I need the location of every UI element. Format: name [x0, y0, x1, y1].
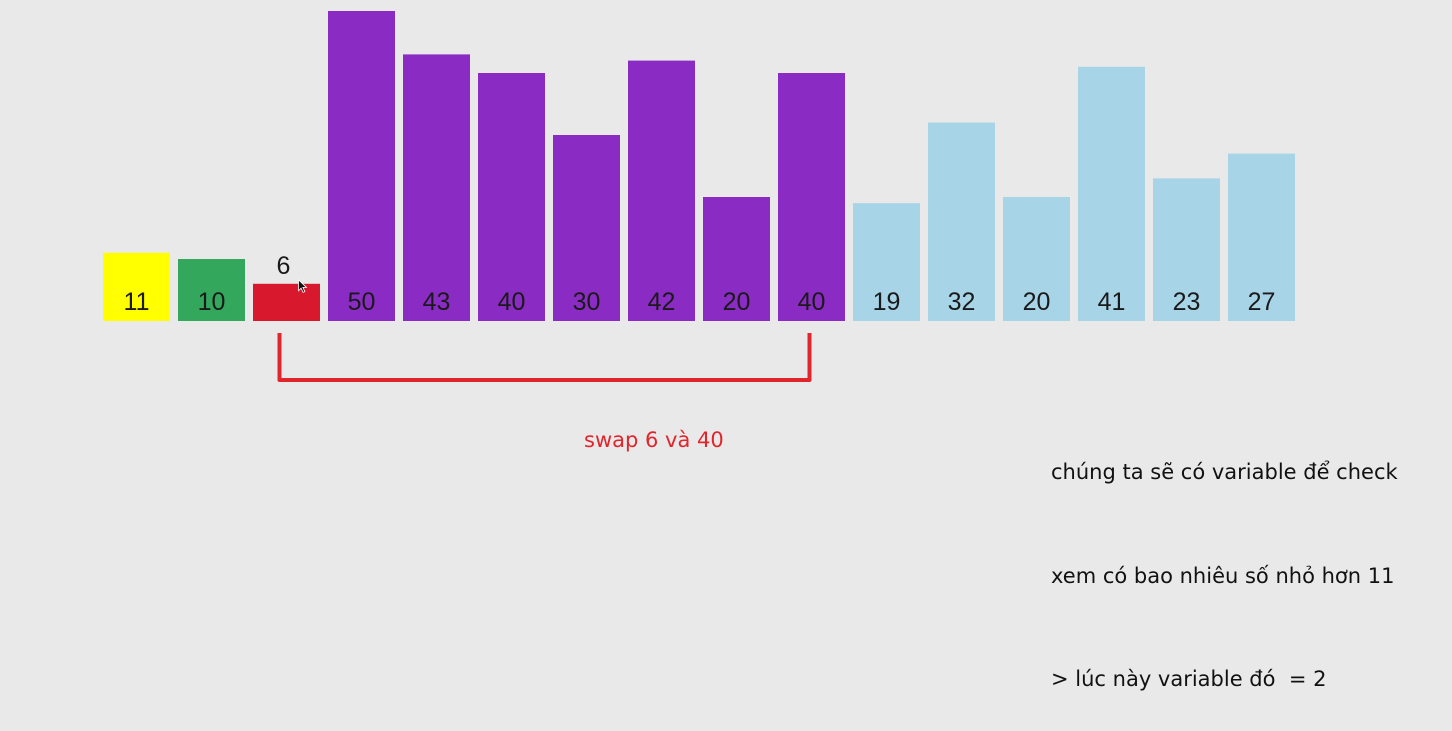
current-value-label: 6	[277, 252, 291, 280]
partition-bar-chart: 11 10 50 43 40 30 42 20 40 19 32 20 41 23 27 6	[103, 11, 1295, 382]
bar-value-label: 43	[423, 288, 451, 316]
note-line-2: xem có bao nhiêu số nhỏ hơn 11	[1051, 563, 1395, 588]
unsorted-bar	[1003, 197, 1070, 321]
swap-bracket	[277, 333, 812, 382]
swap-bracket-line	[277, 333, 812, 382]
explanation-note: chúng ta sẽ có variable để check xem có …	[1051, 386, 1398, 731]
bar-value-label: 20	[1023, 288, 1051, 316]
bar-value-label: 11	[124, 288, 150, 316]
bar-value-label: 40	[498, 288, 526, 316]
larger-bar	[478, 73, 545, 321]
bar-value-label: 50	[348, 288, 376, 316]
bar-value-label: 27	[1248, 288, 1276, 316]
unsorted-bar	[1153, 178, 1220, 321]
bar-value-label: 20	[723, 288, 751, 316]
larger-bar	[778, 73, 845, 321]
larger-bar	[403, 54, 470, 322]
larger-bar	[628, 60, 695, 321]
note-line-3: > lúc này variable đó = 2	[1051, 667, 1327, 691]
larger-bar	[553, 135, 620, 321]
bar-labels: 11 10 50 43 40 30 42 20 40 19 32 20 41 23 27	[124, 288, 1276, 316]
bar-value-label: 42	[648, 288, 676, 316]
current-bar	[253, 283, 320, 321]
bar-value-label: 10	[198, 288, 226, 316]
smaller-bar	[178, 259, 245, 321]
bar-value-label: 23	[1173, 288, 1201, 316]
bar-value-label: 41	[1098, 288, 1126, 316]
bar-value-label: 32	[948, 288, 976, 316]
pivot-bar	[103, 252, 170, 321]
unsorted-bar	[1078, 66, 1145, 321]
note-line-1: chúng ta sẽ có variable để check	[1051, 460, 1398, 484]
mouse-pointer-icon	[298, 278, 308, 293]
bar-value-label: 19	[873, 288, 901, 316]
unsorted-bar	[853, 203, 920, 321]
unsorted-bar	[1228, 153, 1295, 321]
larger-bar	[703, 197, 770, 321]
bars	[103, 11, 1295, 322]
swap-caption: swap 6 và 40	[584, 428, 724, 452]
bar-value-label: 30	[573, 288, 601, 316]
bar-value-label: 40	[798, 288, 826, 316]
unsorted-bar	[928, 122, 995, 321]
larger-bar	[328, 11, 395, 321]
